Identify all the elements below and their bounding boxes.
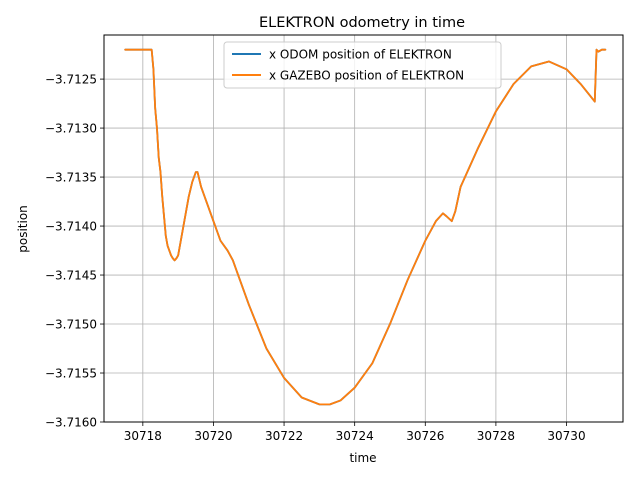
legend-box <box>223 41 502 89</box>
x-tick-label: 30718 <box>124 429 162 443</box>
legend: x ODOM position of ELEKTRON x GAZEBO pos… <box>223 41 502 89</box>
plot-frame <box>103 34 624 423</box>
x-tick-label: 30720 <box>194 429 232 443</box>
legend-label-gazebo: x GAZEBO position of ELEKTRON <box>269 69 464 83</box>
x-axis-label: time <box>349 451 376 465</box>
y-axis-label: position <box>16 205 30 253</box>
legend-label-odom: x ODOM position of ELEKTRON <box>269 48 452 62</box>
y-tick-label: −3.7150 <box>45 318 97 332</box>
x-tick-label: 30722 <box>265 429 303 443</box>
y-axis-ticks: −3.7125 −3.7130 −3.7135 −3.7140 −3.7145 −3.71… <box>45 73 104 430</box>
y-tick-label: −3.7130 <box>45 122 97 136</box>
x-axis-ticks: 30718 30720 30722 30724 30726 30728 30730 <box>124 422 586 443</box>
chart-title: ELEKTRON odometry in time <box>259 15 465 31</box>
y-tick-label: −3.7145 <box>45 269 97 283</box>
y-tick-label: −3.7155 <box>45 367 97 381</box>
y-tick-label: −3.7135 <box>45 171 97 185</box>
x-tick-label: 30724 <box>336 429 374 443</box>
y-tick-label: −3.7140 <box>45 220 97 234</box>
y-tick-label: −3.7160 <box>45 416 97 430</box>
x-tick-label: 30726 <box>406 429 444 443</box>
series-lines <box>124 48 607 406</box>
series-line-1 <box>124 48 607 406</box>
y-tick-label: −3.7125 <box>45 73 97 87</box>
x-tick-label: 30730 <box>547 429 585 443</box>
x-tick-label: 30728 <box>477 429 515 443</box>
